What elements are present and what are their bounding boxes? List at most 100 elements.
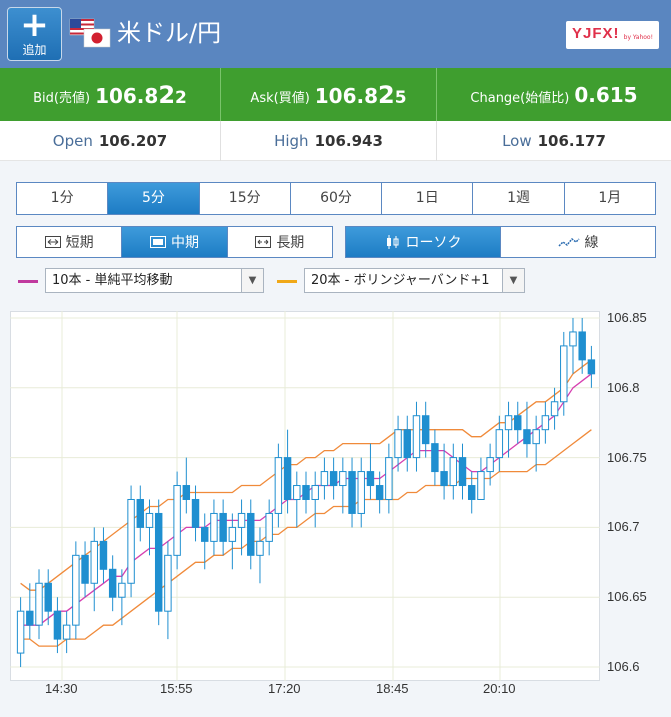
candle-body (320, 471, 329, 487)
chart-border (10, 311, 600, 681)
candle-body (53, 610, 62, 640)
candle-body (431, 443, 439, 473)
candle-body (569, 331, 577, 347)
tab-period-1mo[interactable]: 1月 (598, 190, 622, 206)
line-chart-icon (557, 237, 580, 247)
low-value: 106.177 (537, 132, 606, 150)
currency-pair-title: 米ドル/円 (117, 19, 222, 47)
candle-body (587, 359, 596, 375)
tab-span-short-label: 短期 (65, 235, 94, 251)
candle-body (237, 512, 246, 528)
y-tick-label: 106.8 (607, 379, 640, 395)
y-tick-label: 106.65 (607, 589, 647, 605)
candle-body (62, 624, 71, 640)
candle-body (366, 471, 375, 487)
candle-body (339, 471, 347, 487)
ask-value: 106.825 (314, 80, 407, 109)
candle-body (219, 512, 227, 542)
band-upper-line (20, 359, 592, 591)
candlestick-icon (386, 235, 398, 249)
high-value: 106.943 (314, 132, 383, 150)
candle-body (449, 457, 458, 487)
candle-body (458, 457, 467, 487)
high-label: High (274, 132, 309, 150)
candle-body (394, 429, 402, 459)
ohl-row: Open 106.207 High 106.943 Low 106.177 (0, 121, 671, 161)
change-label: Change(始値比) (470, 90, 570, 106)
ma-legend-swatch (18, 280, 38, 283)
tab-span-mid[interactable]: 中期 (122, 227, 228, 257)
open-stat: Open 106.207 (0, 121, 221, 161)
low-label: Low (502, 132, 532, 150)
period-tabs: 1分 5分 15分 60分 1日 1週 1月 (16, 182, 656, 215)
price-chart[interactable] (10, 311, 600, 681)
tab-span-long[interactable]: 長期 (228, 227, 332, 257)
x-tick-label: 20:10 (483, 681, 516, 696)
y-tick-label: 106.7 (607, 519, 640, 535)
candle-body (385, 457, 393, 500)
candle-body (348, 471, 356, 514)
y-tick-label: 106.75 (607, 449, 647, 465)
candle-body (108, 568, 117, 598)
tab-period-15m[interactable]: 15分 (200, 183, 291, 214)
candle-body (127, 498, 135, 584)
candle-body (495, 429, 504, 459)
tab-span-mid-label: 中期 (170, 235, 199, 251)
candle-body (182, 485, 191, 500)
candle-body (164, 554, 172, 612)
long-span-icon (255, 236, 272, 248)
x-tick-label: 15:55 (160, 681, 193, 696)
candle-body (145, 512, 154, 528)
y-tick-label: 106.6 (607, 659, 640, 675)
bid-label: Bid(売値) (33, 90, 91, 106)
tab-period-1w[interactable]: 1週 (473, 183, 565, 214)
candle-body (532, 429, 540, 445)
ask-label: Ask(買値) (250, 90, 310, 106)
tab-period-1d[interactable]: 1日 (382, 183, 474, 214)
tab-type-candle[interactable]: ローソク (346, 227, 501, 257)
candle-body (90, 540, 98, 584)
x-tick-label: 17:20 (268, 681, 301, 696)
tab-period-60m[interactable]: 60分 (291, 183, 383, 214)
candle-body (35, 582, 43, 626)
candle-body (467, 485, 476, 500)
span-tabs: 短期 中期 長期 (16, 226, 333, 258)
candle-body (550, 401, 559, 417)
candle-body (514, 415, 522, 431)
short-span-icon (44, 236, 61, 248)
ma-indicator-select[interactable]: 10本 - 単純平均移動 ▼ (45, 268, 264, 293)
chart-type-tabs: ローソク 線 (345, 226, 656, 258)
band-indicator-label: 20本 - ボリンジャーバンド+1 (311, 273, 490, 288)
open-label: Open (52, 132, 93, 150)
tab-type-line-label: 線 (584, 235, 599, 251)
tab-span-long-label: 長期 (276, 235, 305, 251)
tab-period-1m[interactable]: 1分 (17, 183, 109, 214)
low-stat: Low 106.177 (437, 121, 671, 161)
candle-body (283, 457, 292, 500)
y-tick-label: 106.85 (607, 309, 647, 325)
tab-type-candle-label: ローソク (405, 235, 462, 251)
candle-body (329, 471, 338, 487)
candle-body (403, 429, 411, 459)
candle-body (228, 526, 237, 542)
add-button[interactable]: + 追加 (7, 7, 62, 61)
logo-subtext: by Yahoo! (623, 34, 653, 41)
tab-span-short[interactable]: 短期 (17, 227, 123, 257)
candle-body (477, 471, 485, 500)
quote-bar: Bid(売値) 106.822 Ask(買値) 106.825 Change(始… (0, 68, 671, 121)
broker-logo: YJFX! by Yahoo! (566, 21, 659, 49)
open-value: 106.207 (98, 132, 168, 150)
candle-body (72, 554, 80, 626)
band-indicator-select[interactable]: 20本 - ボリンジャーバンド+1 ▼ (304, 268, 525, 293)
candle-body (265, 512, 273, 542)
candle-body (412, 415, 421, 459)
tab-period-5m[interactable]: 5分 (108, 183, 200, 214)
candle-body (26, 610, 34, 626)
add-button-label: 追加 (22, 43, 47, 57)
tab-type-line[interactable]: 線 (501, 227, 655, 257)
candle-body (173, 485, 181, 556)
candle-body (311, 485, 319, 500)
candle-body (99, 540, 108, 570)
x-tick-label: 18:45 (376, 681, 409, 696)
candle-body (375, 485, 384, 500)
